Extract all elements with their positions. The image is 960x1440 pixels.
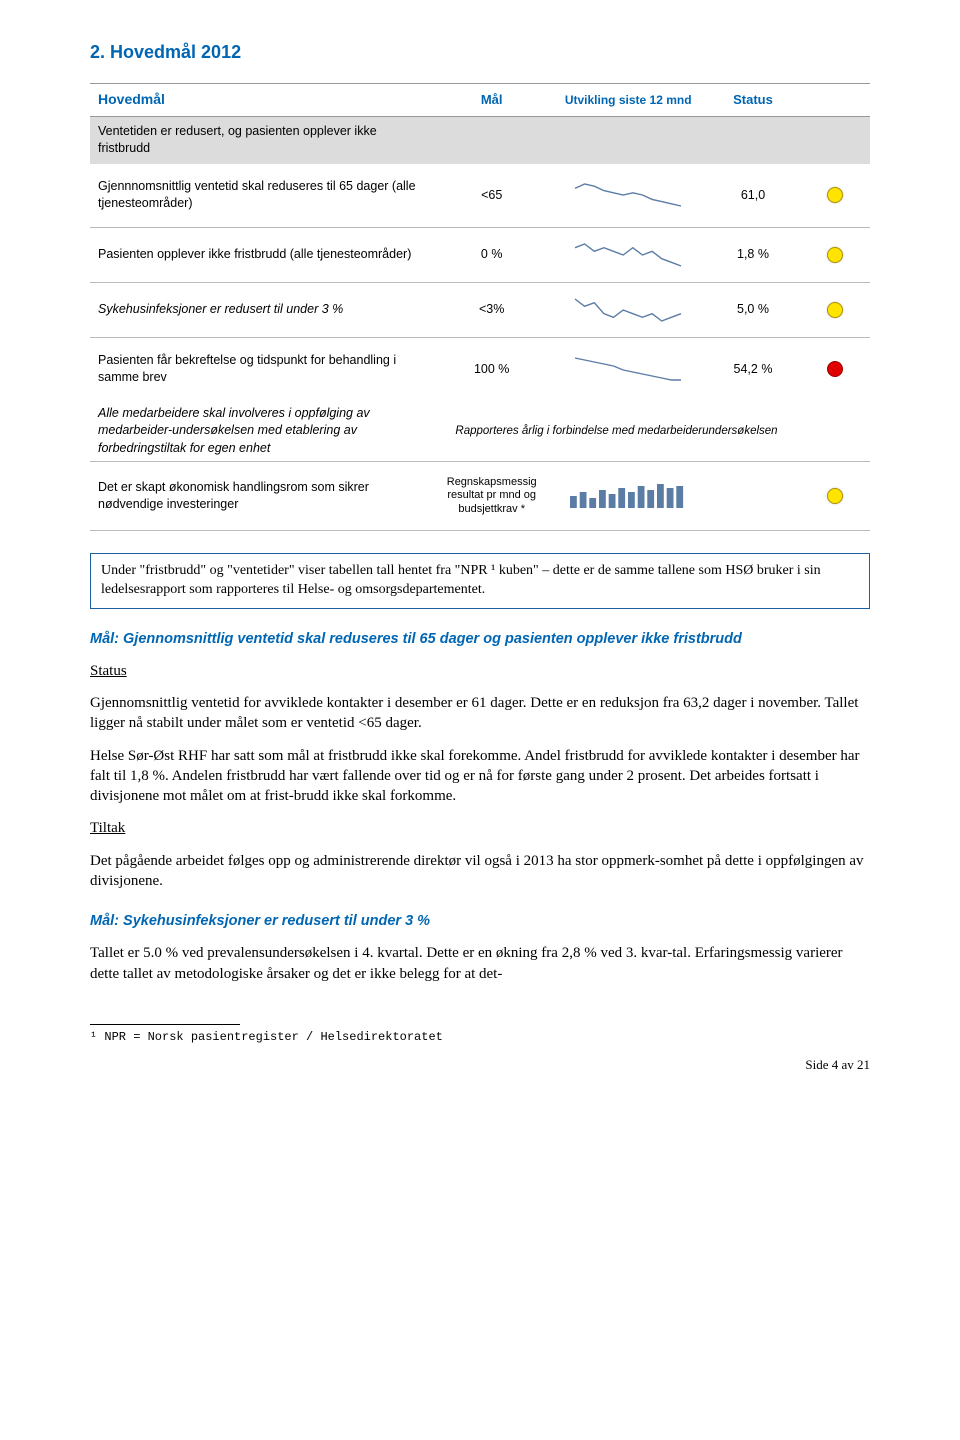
row7-bars: [550, 462, 706, 531]
hovedmal-table: Hovedmål Mål Utvikling siste 12 mnd Stat…: [90, 83, 870, 531]
row3-status: 1,8 %: [706, 227, 800, 282]
row6-label: Alle medarbeidere skal involveres i oppf…: [90, 401, 433, 462]
row4-status: 5,0 %: [706, 282, 800, 337]
tiltak-label: Tiltak: [90, 820, 125, 836]
row3-spark: [550, 227, 706, 282]
row4-dot: [800, 282, 870, 337]
note-box: Under "fristbrudd" og "ventetider" viser…: [90, 553, 870, 609]
goal1-p3: Det pågående arbeidet følges opp og admi…: [90, 851, 870, 892]
goal1-p1: Gjennomsnittlig ventetid for avviklede k…: [90, 693, 870, 734]
section-title: 2. Hovedmål 2012: [90, 40, 870, 65]
row2-status: 61,0: [706, 164, 800, 228]
row2-dot: [800, 164, 870, 228]
row3-mal: 0 %: [433, 227, 550, 282]
row6-note: Rapporteres årlig i forbindelse med meda…: [433, 401, 800, 462]
footnote: ¹ NPR = Norsk pasientregister / Helsedir…: [90, 1029, 870, 1046]
col-mal: Mål: [433, 84, 550, 117]
row5-label: Pasienten får bekreftelse og tidspunkt f…: [90, 337, 433, 401]
row2-spark: [550, 164, 706, 228]
col-status: Status: [706, 84, 800, 117]
row7-mal: Regnskapsmessig resultat pr mnd og budsj…: [433, 462, 550, 531]
row2-label: Gjennnomsnittlig ventetid skal reduseres…: [90, 164, 433, 228]
col-hovedmal: Hovedmål: [90, 84, 433, 117]
row5-dot: [800, 337, 870, 401]
row7-dot: [800, 462, 870, 531]
goal2-heading: Mål: Sykehusinfeksjoner er redusert til …: [90, 911, 870, 931]
row7-label: Det er skapt økonomisk handlingsrom som …: [90, 462, 433, 531]
row4-spark: [550, 282, 706, 337]
row4-label: Sykehusinfeksjoner er redusert til under…: [90, 282, 433, 337]
footnote-separator: [90, 1024, 240, 1025]
col-utvikling: Utvikling siste 12 mnd: [550, 84, 706, 117]
row5-mal: 100 %: [433, 337, 550, 401]
page-footer: Side 4 av 21: [90, 1056, 870, 1074]
row1-label: Ventetiden er redusert, og pasienten opp…: [90, 116, 433, 164]
row5-spark: [550, 337, 706, 401]
col-indicator: [800, 84, 870, 117]
status-label-1: Status: [90, 663, 127, 679]
row4-mal: <3%: [433, 282, 550, 337]
row3-label: Pasienten opplever ikke fristbrudd (alle…: [90, 227, 433, 282]
goal1-heading: Mål: Gjennomsnittlig ventetid skal redus…: [90, 629, 870, 649]
row5-status: 54,2 %: [706, 337, 800, 401]
row3-dot: [800, 227, 870, 282]
goal2-p1: Tallet er 5.0 % ved prevalensundersøkels…: [90, 943, 870, 984]
goal1-p2: Helse Sør-Øst RHF har satt som mål at fr…: [90, 746, 870, 807]
row2-mal: <65: [433, 164, 550, 228]
